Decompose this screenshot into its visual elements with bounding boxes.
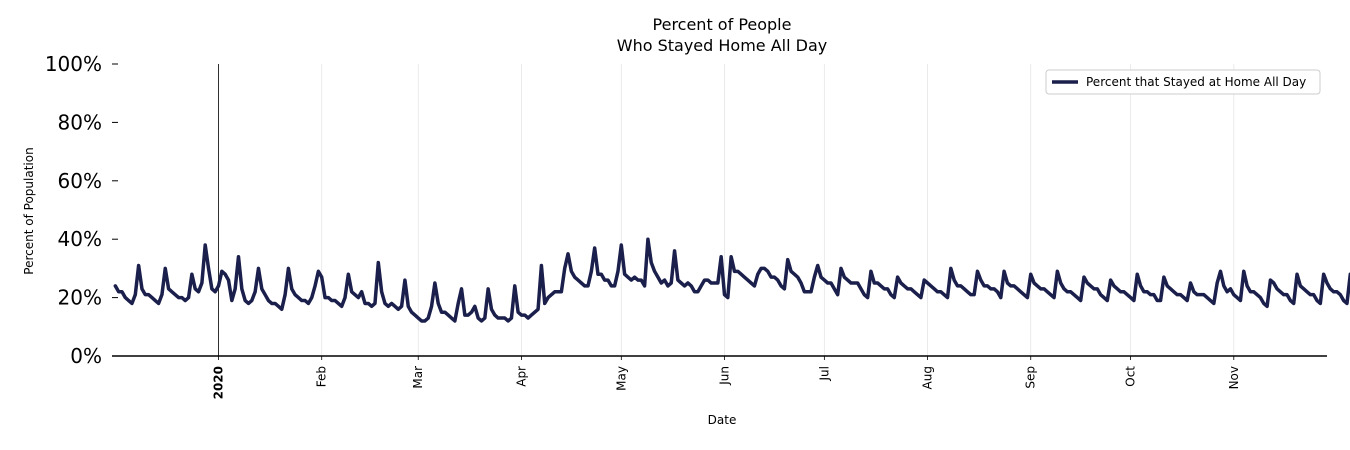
y-tick-label-60: 60% (58, 169, 102, 193)
y-axis-ticks: 0% 20% 40% 60% 80% 100% (45, 52, 118, 368)
chart-title-line2: Who Stayed Home All Day (617, 36, 827, 55)
x-tick-label-nov: Nov (1227, 366, 1241, 389)
x-tick-label-2020: 2020 (212, 366, 226, 399)
x-axis-ticks: 2020 Feb Mar Apr May Jun Jul Aug Sep Oct Nov (212, 356, 1241, 399)
x-tick-label-apr: Apr (514, 366, 528, 387)
y-tick-label-40: 40% (58, 227, 102, 251)
legend: Percent that Stayed at Home All Day (1045, 69, 1321, 95)
x-tick-label-jul: Jul (817, 366, 831, 381)
x-tick-label-jun: Jun (717, 366, 731, 386)
y-axis-label: Percent of Population (22, 147, 36, 274)
x-tick-label-feb: Feb (315, 366, 329, 387)
y-tick-label-100: 100% (45, 52, 102, 76)
y-tick-label-80: 80% (58, 110, 102, 134)
y-tick-label-0: 0% (70, 344, 102, 368)
y-tick-label-20: 20% (58, 286, 102, 310)
x-tick-label-sep: Sep (1024, 366, 1038, 389)
legend-label: Percent that Stayed at Home All Day (1086, 75, 1306, 89)
x-tick-label-aug: Aug (921, 366, 935, 389)
series-line-stayed-home (113, 237, 1350, 323)
legend-box (1045, 69, 1321, 95)
x-tick-label-oct: Oct (1124, 366, 1138, 387)
x-tick-label-may: May (614, 366, 628, 391)
chart-title-line1: Percent of People (653, 15, 792, 34)
vertical-gridlines (218, 64, 1235, 356)
x-tick-label-mar: Mar (411, 366, 425, 389)
x-axis-label: Date (708, 413, 737, 427)
